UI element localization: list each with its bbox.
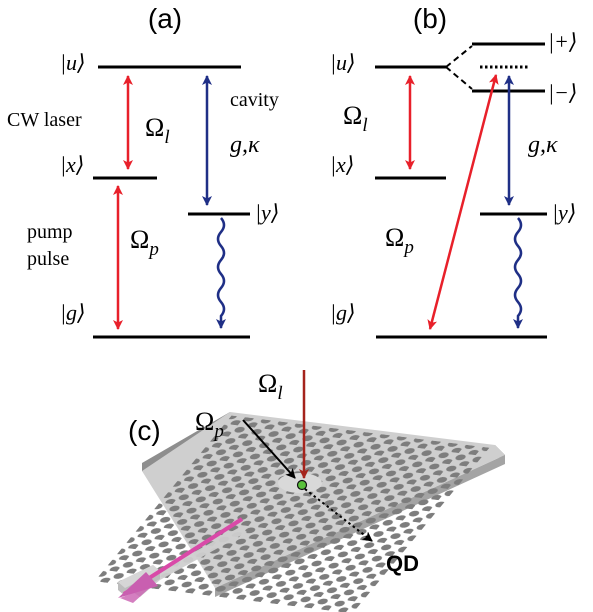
split-dash-down [445,66,473,90]
state-x-label-b: |x⟩ [330,152,354,177]
state-minus-label: |−⟩ [548,80,577,105]
omega-l-symbol: Ωl [145,113,170,148]
split-dash-up [445,45,473,68]
panel-a-label: (a) [148,3,182,34]
photonic-crystal-holes [94,415,490,612]
omega-l-label-c: Ωl [258,369,283,404]
omega-p-arrow-b [427,74,499,330]
quantum-dot [296,479,308,491]
beam-fan [120,585,153,603]
panel-a: (a) |u⟩ |x⟩ |y⟩ |g⟩ CW laser Ωl pump pul… [7,3,279,339]
cavity-params: g,κ [230,132,260,158]
pump-label-line1: pump [27,221,73,243]
beam-arrowhead [118,572,158,598]
state-x-label: |x⟩ [60,152,84,177]
omega-p-label-c: Ωp [195,407,224,442]
omega-l-symbol-b: Ωl [343,101,368,136]
state-u-label-b: |u⟩ [330,50,356,75]
pump-label-line2: pulse [27,248,69,270]
panel-b-label: (b) [413,3,447,34]
waveguide-stub-top [118,565,160,588]
omega-p-symbol: Ωp [130,225,159,260]
omega-p-symbol-b: Ωp [385,223,414,258]
panel-c-label: (c) [128,415,161,446]
decay-wave-b [513,217,523,329]
state-g-label: |g⟩ [60,300,86,325]
qd-label: QD [386,551,419,576]
state-y-label: |y⟩ [255,200,279,225]
cavity-params-b: g,κ [528,132,558,158]
panel-b: (b) |u⟩ |+⟩ |−⟩ |x⟩ |y⟩ |g⟩ Ωl Ωp g,κ [330,3,577,339]
cavity-label: cavity [230,89,279,111]
state-y-label-b: |y⟩ [552,200,576,225]
state-plus-label: |+⟩ [548,29,577,54]
omega-p-beam [242,419,296,479]
state-u-label: |u⟩ [60,50,86,75]
waveguide-defect [130,527,247,597]
cw-laser-label: CW laser [7,109,82,131]
state-g-label-b: |g⟩ [330,300,356,325]
hole-array [94,415,490,612]
panel-c: (c) Ωl Ωp [94,369,505,612]
decay-wave-a [216,217,226,329]
